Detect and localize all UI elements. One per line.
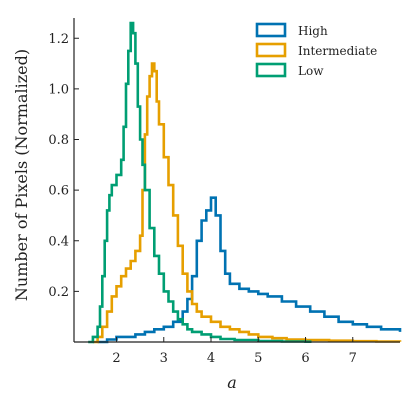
legend-label-high: High: [298, 24, 328, 38]
legend-swatch-intermediate: [255, 42, 287, 58]
y-tick-label: 0.4: [48, 234, 69, 249]
y-tick-label: 1.0: [48, 82, 69, 97]
y-tick-label: 0.8: [48, 133, 69, 148]
series-layer: [88, 21, 402, 344]
y-axis-title: Number of Pixels (Normalized): [12, 49, 31, 301]
x-tick-label: 4: [207, 351, 215, 366]
y-tick-label: 0.2: [48, 285, 69, 300]
x-axis-title: a: [227, 373, 237, 392]
legend-swatch-high: [255, 22, 287, 38]
series-intermediate-line: [92, 62, 402, 344]
axes-layer: [73, 18, 400, 343]
x-tick-label: 6: [301, 351, 309, 366]
y-tick-label: 0.6: [48, 184, 69, 199]
series-high-line: [97, 196, 402, 344]
legend-label-intermediate: Intermediate: [298, 44, 377, 58]
x-tick-label: 7: [349, 351, 357, 366]
series-low-line: [88, 21, 312, 344]
ticks-layer: 2 3 4 5 6 7 0.2 0.4 0.6 0.8 1.0 1.2: [48, 32, 357, 366]
legend-label-low: Low: [298, 64, 324, 78]
x-tick-label: 3: [160, 351, 168, 366]
legend-swatch-low: [255, 62, 287, 78]
x-tick-label: 5: [254, 351, 262, 366]
y-tick-label: 1.2: [48, 32, 69, 47]
x-tick-label: 2: [112, 351, 120, 366]
legend: High Intermediate Low: [255, 22, 377, 78]
